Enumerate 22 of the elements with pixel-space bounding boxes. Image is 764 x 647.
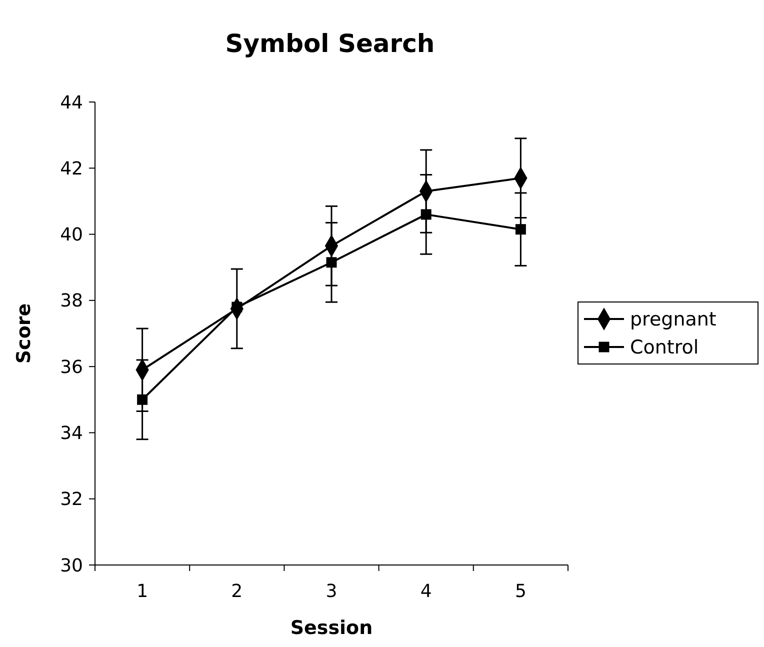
x-tick-label: 2 xyxy=(231,581,243,602)
y-axis-title: Score xyxy=(13,303,35,364)
point xyxy=(420,209,432,220)
y-tick-label: 38 xyxy=(60,290,83,312)
y-tick-label: 34 xyxy=(60,423,83,444)
y-tick-label: 32 xyxy=(60,489,83,510)
x-tick-label: 5 xyxy=(514,581,526,602)
y-tick-label: 40 xyxy=(60,224,83,246)
legend-label: Control xyxy=(630,336,699,359)
y-tick-label: 42 xyxy=(60,158,83,180)
x-tick-label: 1 xyxy=(136,581,148,602)
point xyxy=(326,257,337,268)
chart-title: Symbol Search xyxy=(225,29,435,58)
point xyxy=(137,394,148,405)
point xyxy=(515,224,526,235)
x-tick-label: 3 xyxy=(326,581,338,602)
x-tick-label: 4 xyxy=(420,581,432,602)
y-tick-label: 44 xyxy=(60,92,83,114)
legend-label: pregnant xyxy=(630,308,716,331)
y-tick-label: 30 xyxy=(60,555,83,576)
y-tick-label: 36 xyxy=(60,356,83,378)
x-axis-title: Session xyxy=(290,617,373,639)
